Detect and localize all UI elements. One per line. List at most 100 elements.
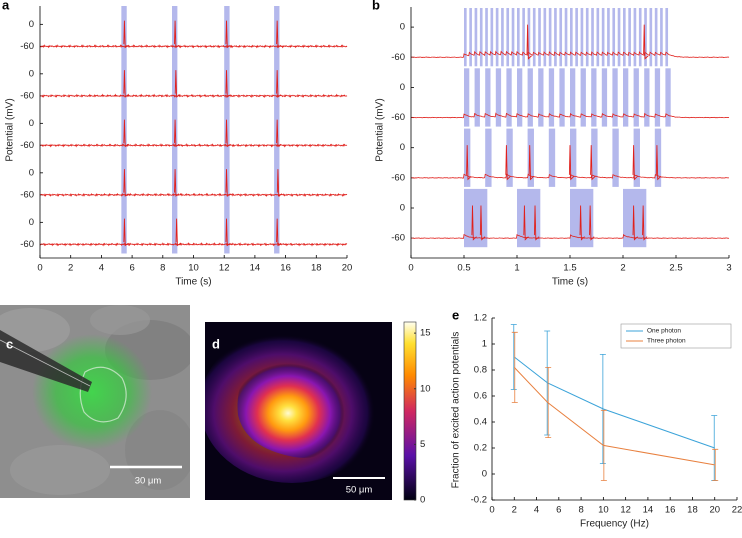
spike xyxy=(533,205,540,241)
y-tick-label: -0.2 xyxy=(471,495,487,506)
stimulus xyxy=(623,68,629,127)
y-tick-label: -60 xyxy=(391,233,405,244)
stimulus xyxy=(633,128,640,187)
x-tick-label: 8 xyxy=(578,505,583,516)
trace xyxy=(410,50,730,58)
stimulus xyxy=(654,128,662,187)
y-tick-label: 0.2 xyxy=(474,443,487,454)
y-tick-label: 0.6 xyxy=(474,391,487,402)
x-tick-label: 18 xyxy=(687,505,698,516)
stimulus xyxy=(506,128,513,187)
spike xyxy=(655,145,662,181)
spike xyxy=(225,70,231,98)
trace xyxy=(39,93,348,99)
spike xyxy=(505,145,511,181)
stimulus xyxy=(485,128,492,187)
x-tick-label: 2 xyxy=(512,505,517,516)
x-tick-label: 3 xyxy=(726,263,731,274)
stimulus xyxy=(633,68,639,127)
spike xyxy=(471,205,477,241)
error-bar xyxy=(600,409,607,481)
y-tick-label: 0 xyxy=(400,82,405,93)
spike xyxy=(123,169,129,197)
stimulus xyxy=(638,8,642,67)
x-axis-label: Frequency (Hz) xyxy=(580,519,649,530)
x-axis-label: Time (s) xyxy=(552,277,588,288)
x-axis-label: Time (s) xyxy=(175,277,211,288)
stimulus xyxy=(511,8,515,67)
spike xyxy=(643,24,649,60)
error-bar xyxy=(711,415,718,481)
cell-outline xyxy=(79,366,127,423)
stimulus xyxy=(474,8,478,67)
spike xyxy=(568,145,575,181)
stimulus xyxy=(485,8,488,67)
x-tick-label: 20 xyxy=(342,263,353,274)
y-tick-label: -60 xyxy=(391,52,405,63)
x-tick-label: 10 xyxy=(188,263,199,274)
stimulus xyxy=(495,8,499,67)
x-tick-label: 4 xyxy=(99,263,104,274)
spike xyxy=(123,218,129,247)
stimulus xyxy=(464,8,467,67)
error-bar xyxy=(712,448,719,481)
x-tick-label: 6 xyxy=(129,263,134,274)
stimulus xyxy=(628,8,631,67)
spike xyxy=(479,205,486,241)
error-bar xyxy=(510,324,517,390)
stimulus xyxy=(474,68,480,127)
y-axis-label: Potential (mV) xyxy=(5,98,16,161)
stimulus xyxy=(517,68,523,127)
stimulus xyxy=(633,8,637,67)
x-tick-label: 14 xyxy=(643,505,654,516)
spike xyxy=(579,205,585,241)
pipette xyxy=(0,330,92,392)
x-tick-label: 0 xyxy=(489,505,494,516)
stimulus xyxy=(623,8,626,67)
series-line xyxy=(513,356,715,449)
stimulus xyxy=(570,188,594,248)
stimulus xyxy=(591,128,598,187)
stimulus xyxy=(570,68,576,127)
scale-bar-label: 50 μm xyxy=(346,485,373,496)
y-tick-label: -60 xyxy=(20,239,34,250)
y-tick-label: -60 xyxy=(20,90,34,101)
x-tick-label: 1 xyxy=(514,263,519,274)
spike xyxy=(174,119,180,148)
x-tick-label: 0 xyxy=(408,263,413,274)
stimulus xyxy=(665,8,669,67)
y-axis-label: Fraction of excited action potentials xyxy=(451,332,462,489)
spike xyxy=(466,145,472,181)
stimulus xyxy=(660,8,663,67)
spike xyxy=(632,205,638,241)
y-tick-label: 0 xyxy=(29,19,34,30)
y-tick-label: 0 xyxy=(29,118,34,129)
pipette-edge xyxy=(0,339,91,387)
trace xyxy=(39,242,348,247)
stimulus xyxy=(548,8,552,67)
stimulus xyxy=(469,8,472,67)
x-tick-label: 0 xyxy=(37,263,42,274)
y-tick-label: 0 xyxy=(400,22,405,33)
spike xyxy=(590,145,596,181)
stimulus xyxy=(601,8,605,67)
x-tick-label: 2.5 xyxy=(669,263,682,274)
stimulus xyxy=(490,8,494,67)
stimulus xyxy=(644,8,647,67)
spike xyxy=(175,218,181,247)
colorbar-tick-label: 10 xyxy=(420,383,431,394)
colorbar-tick-label: 0 xyxy=(420,495,425,506)
y-tick-label: 1 xyxy=(482,339,487,350)
texture xyxy=(10,445,110,495)
stimulus xyxy=(654,68,661,127)
panel-letter: d xyxy=(212,336,220,351)
x-tick-label: 12 xyxy=(620,505,631,516)
x-tick-label: 14 xyxy=(250,263,261,274)
y-tick-label: -60 xyxy=(20,140,34,151)
trace xyxy=(410,233,730,239)
stimulus xyxy=(532,8,536,67)
spike xyxy=(225,20,231,49)
spike xyxy=(632,145,638,181)
stimulus xyxy=(464,68,470,127)
